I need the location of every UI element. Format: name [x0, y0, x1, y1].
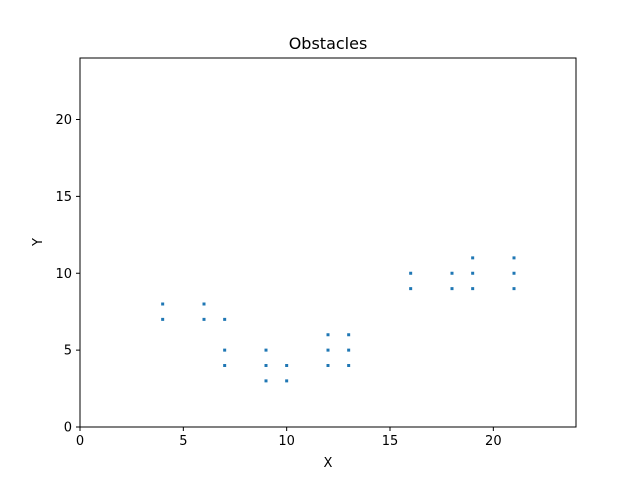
obstacle-point — [347, 333, 351, 337]
x-axis-label: X — [324, 456, 333, 471]
x-tick-label: 10 — [278, 434, 295, 449]
axes-frame — [79, 57, 577, 428]
x-tick-label: 0 — [76, 434, 84, 449]
obstacle-point — [223, 348, 227, 352]
y-axis-ticks: 0 5 10 15 20 — [55, 113, 80, 436]
obstacle-point — [347, 348, 351, 352]
y-tick-label: 20 — [55, 113, 72, 128]
obstacle-point — [471, 256, 475, 260]
obstacle-point — [347, 364, 351, 367]
x-tick-label: 5 — [179, 434, 187, 449]
obstacle-point — [285, 379, 289, 383]
y-axis-label: Y — [31, 238, 46, 247]
obstacle-point — [326, 364, 330, 367]
obstacle-point — [450, 271, 454, 275]
obstacle-point — [326, 348, 330, 352]
obstacle-point — [409, 287, 413, 291]
chart-title: Obstacles — [289, 34, 368, 53]
obstacle-point — [161, 302, 165, 306]
x-tick-label: 15 — [382, 434, 399, 449]
y-tick-label: 10 — [55, 267, 72, 282]
obstacle-point — [264, 379, 268, 383]
y-tick-label: 5 — [64, 344, 72, 359]
obstacle-point — [512, 271, 516, 275]
data-points — [161, 256, 516, 383]
obstacle-point — [202, 317, 206, 321]
obstacle-point — [471, 287, 475, 291]
obstacle-point — [202, 302, 206, 306]
obstacle-point — [512, 256, 516, 260]
obstacle-point — [264, 348, 268, 352]
obstacle-point — [285, 364, 289, 367]
obstacle-point — [409, 271, 413, 275]
obstacle-point — [512, 287, 516, 291]
obstacle-point — [223, 364, 227, 367]
obstacle-point — [161, 317, 165, 321]
obstacle-point — [264, 364, 268, 367]
x-tick-label: 20 — [485, 434, 502, 449]
x-axis-ticks: 0 5 10 15 20 — [76, 427, 502, 449]
obstacle-point — [450, 287, 454, 291]
y-tick-label: 0 — [64, 421, 72, 436]
obstacle-point — [223, 317, 227, 321]
obstacle-point — [471, 271, 475, 275]
y-tick-label: 15 — [55, 190, 72, 205]
obstacle-point — [326, 333, 330, 337]
